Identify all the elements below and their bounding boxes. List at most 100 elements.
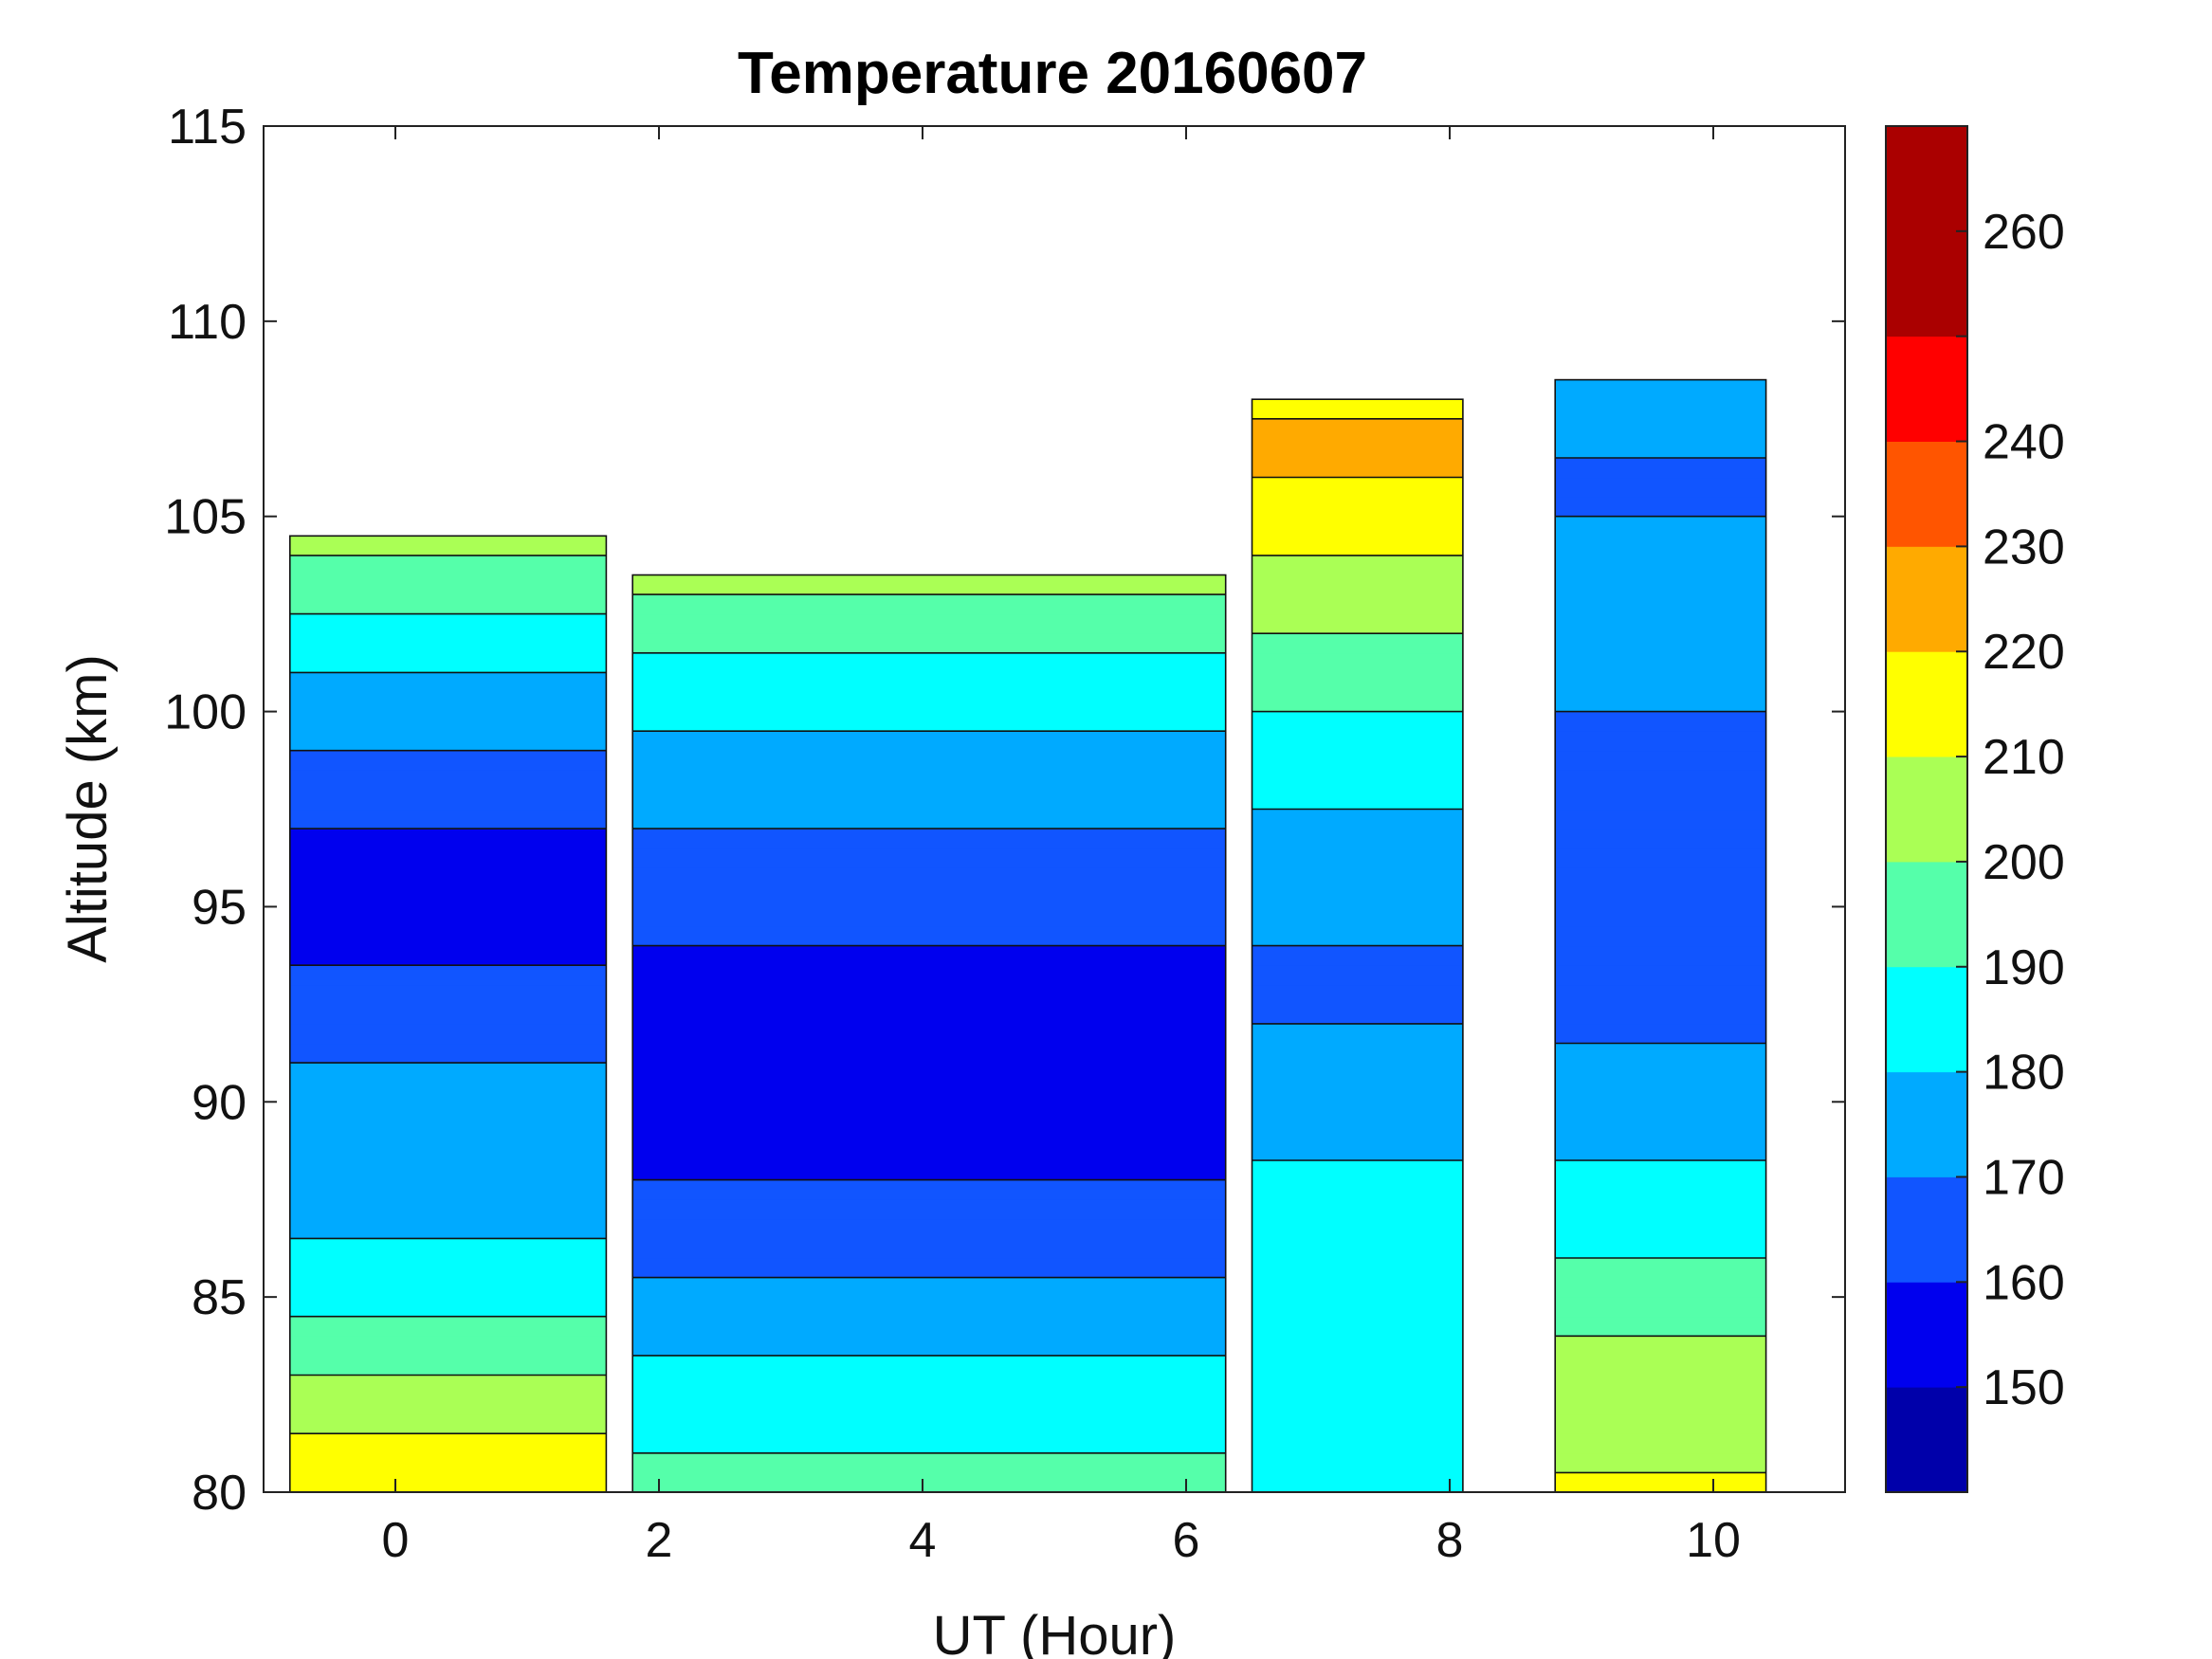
contour-cell — [1555, 1375, 1766, 1395]
contour-cell — [289, 867, 607, 888]
contour-cell — [289, 1433, 607, 1454]
x-tick-label: 6 — [1173, 1513, 1200, 1568]
contour-cell — [1252, 613, 1463, 634]
contour-cell — [1555, 1355, 1766, 1376]
colorbar-frame — [1885, 125, 1968, 1493]
contour-cell — [1555, 477, 1766, 498]
contour-cell — [289, 1199, 607, 1220]
contour-cell — [289, 1277, 607, 1298]
contour-cell — [289, 1395, 607, 1415]
x-tick-label: 4 — [909, 1513, 937, 1568]
contour-cell — [1252, 438, 1463, 459]
contour-cell — [289, 1043, 607, 1064]
contour-cell — [1252, 477, 1463, 498]
colorbar-segment — [1886, 546, 1967, 652]
contour-cell — [1555, 379, 1766, 400]
contour-cell — [289, 945, 607, 966]
contour-cell — [1252, 1199, 1463, 1220]
contour-cell — [632, 1433, 1226, 1454]
contour-cell — [1555, 1297, 1766, 1318]
colorbar-tick-label: 160 — [1983, 1255, 2065, 1310]
contour-cell — [632, 886, 1226, 907]
contour-cell — [632, 1375, 1226, 1395]
x-axis-label: UT (Hour) — [933, 1605, 1177, 1659]
contour-cell — [289, 1023, 607, 1045]
contour-cell — [1252, 1395, 1463, 1415]
colorbar-tick-label: 200 — [1983, 835, 2065, 890]
contour-cell — [289, 1452, 607, 1473]
contour-cell — [289, 789, 607, 811]
contour-cell — [289, 1063, 607, 1084]
contour-cell — [1252, 1004, 1463, 1025]
contour-cell — [289, 1140, 607, 1161]
contour-cell — [1252, 672, 1463, 693]
contour-cell — [1555, 438, 1766, 459]
contour-cell — [1252, 926, 1463, 947]
contour-cell — [1555, 1316, 1766, 1337]
contour-cell — [289, 1413, 607, 1434]
contour-cell — [1252, 1413, 1463, 1434]
x-tick-label: 10 — [1686, 1513, 1741, 1568]
contour-cell — [289, 750, 607, 771]
contour-cell — [632, 672, 1226, 693]
contour-cell — [289, 965, 607, 986]
contour-cell — [1555, 926, 1766, 947]
contour-cell — [1555, 1277, 1766, 1298]
contour-cell — [1252, 1023, 1463, 1045]
colorbar-tick-label: 230 — [1983, 520, 2065, 574]
contour-cell — [1252, 399, 1463, 420]
y-tick-label: 80 — [192, 1466, 247, 1521]
contour-cell — [1555, 1082, 1766, 1103]
contour-cell — [1252, 984, 1463, 1005]
contour-cell — [1555, 1160, 1766, 1181]
contour-cell — [632, 731, 1226, 752]
contour-cell — [289, 652, 607, 673]
contour-cell — [1252, 1043, 1463, 1064]
contour-cell — [1252, 1063, 1463, 1084]
contour-cell — [632, 1452, 1226, 1473]
contour-cell — [1252, 1336, 1463, 1357]
y-tick-label: 110 — [168, 295, 247, 350]
colorbar — [1886, 126, 1967, 1493]
contour-cell — [1252, 418, 1463, 439]
colorbar-tick-label: 150 — [1983, 1360, 2065, 1415]
contour-cell — [1252, 1433, 1463, 1454]
colorbar-segment — [1886, 126, 1967, 232]
contour-cell — [632, 829, 1226, 849]
contour-cell — [1252, 652, 1463, 673]
contour-cell — [1252, 906, 1463, 927]
contour-cell — [1555, 1258, 1766, 1279]
contour-cell — [632, 1258, 1226, 1279]
contour-cell — [1555, 1121, 1766, 1142]
contour-cell — [632, 1082, 1226, 1103]
contour-cell — [632, 1277, 1226, 1298]
contour-cell — [632, 1336, 1226, 1357]
contour-cell — [1252, 886, 1463, 907]
contour-cell — [1252, 1277, 1463, 1298]
plot-frame — [263, 125, 1846, 1493]
contour-cell — [289, 633, 607, 654]
contour-cell — [1252, 1140, 1463, 1161]
contour-cell — [1555, 1472, 1766, 1493]
contour-cell — [289, 886, 607, 907]
contour-cell — [632, 809, 1226, 830]
contour-cell — [1252, 770, 1463, 791]
contour-cell — [1555, 458, 1766, 479]
x-tick-label: 0 — [382, 1513, 410, 1568]
colorbar-tick-label: 180 — [1983, 1046, 2065, 1101]
contour-cell — [1555, 1413, 1766, 1434]
contour-cell — [289, 731, 607, 752]
y-axis: 80 85 90 95 100 105 110 115 — [164, 100, 1845, 1521]
contour-cell — [632, 1063, 1226, 1084]
contour-cell — [1555, 1179, 1766, 1200]
contour-cell — [289, 594, 607, 615]
contour-cell — [289, 926, 607, 947]
y-tick-label: 115 — [168, 100, 247, 155]
contour-cell — [289, 848, 607, 868]
contour-cell — [1555, 867, 1766, 888]
contour-cell — [1252, 497, 1463, 518]
y-tick-label: 95 — [192, 880, 247, 935]
colorbar-tick-label: 170 — [1983, 1150, 2065, 1205]
contour-cell — [632, 1316, 1226, 1337]
contour-cell — [1252, 1472, 1463, 1493]
